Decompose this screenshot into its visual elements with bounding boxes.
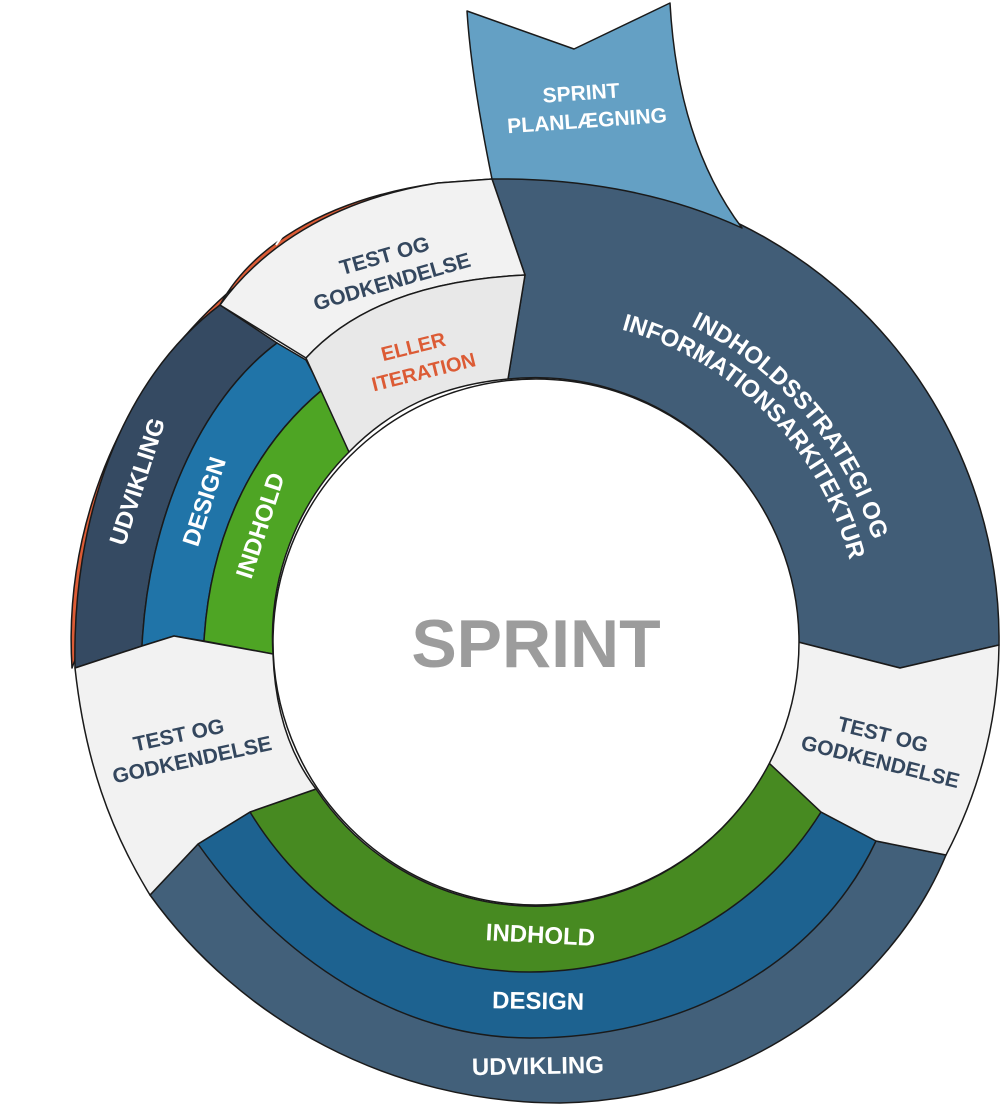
center-circle	[272, 378, 800, 906]
sprint-planning-line1: SPRINT	[542, 79, 621, 107]
arrow-right-line	[217, 235, 281, 273]
design-bottom-label: DESIGN	[492, 987, 584, 1016]
content-bottom-label: INDHOLD	[485, 919, 596, 952]
development-bottom-label: UDVIKLING	[472, 1052, 604, 1081]
sprint-planning-banner	[466, 2, 743, 229]
center-sprint-label: SPRINT	[411, 606, 660, 682]
eller-iteration-segment	[305, 274, 526, 453]
arrow-down-line	[87, 417, 113, 461]
test-segment-left	[74, 635, 317, 896]
arrow-right-icon	[269, 232, 285, 246]
sprint-planning-label: SPRINT PLANLÆGNING	[507, 79, 668, 138]
arrow-down-icon	[83, 447, 100, 464]
